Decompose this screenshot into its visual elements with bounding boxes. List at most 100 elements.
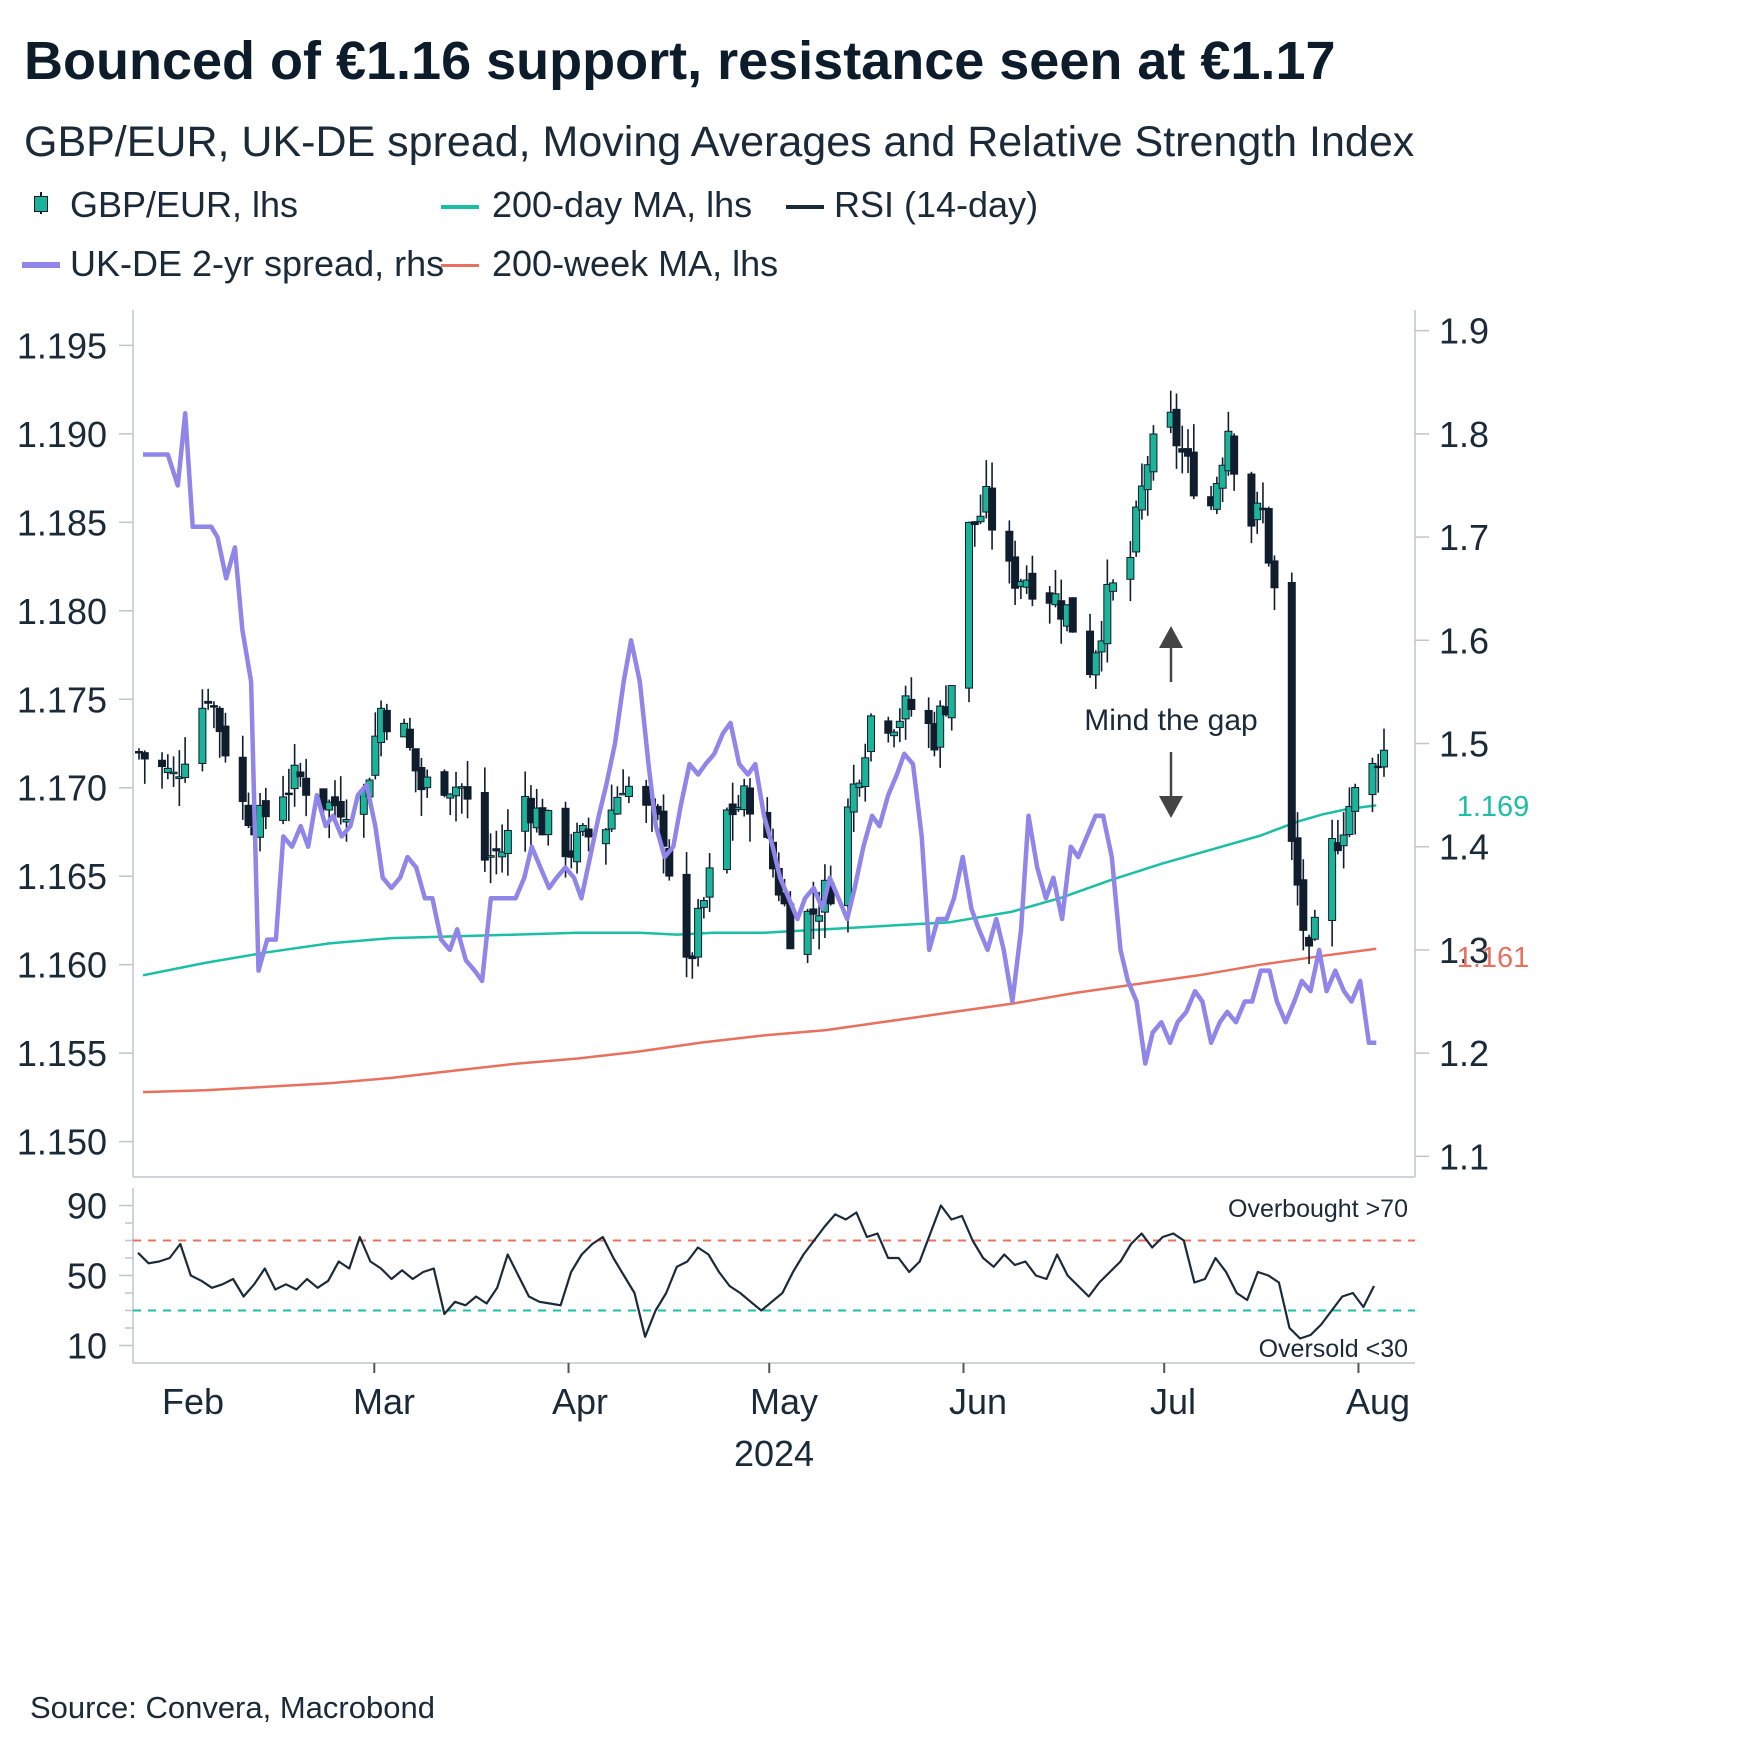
candle-body [705,867,714,898]
oversold-label: Oversold <30 [1259,1335,1408,1363]
candle-body [279,796,288,821]
candle-body [947,685,956,719]
candle-body [1305,936,1314,947]
candle-body [1132,506,1141,553]
candle-body [578,824,587,832]
candle-body [1328,838,1337,921]
candle-body [722,809,731,871]
left-tick-label: 1.155 [17,1033,107,1074]
candle-body [1005,530,1014,562]
candle-body [1299,879,1308,931]
candle-body [209,705,218,708]
candle-body [492,848,501,852]
x-tick-label: Jun [949,1381,1007,1422]
candle-body [1011,556,1020,589]
candle-body [607,809,616,830]
legend-spread-line [22,262,60,268]
candle-body [907,698,916,710]
candle-body [1137,485,1146,511]
x-tick-label: May [750,1381,818,1422]
spread-layer [143,410,1377,1066]
candle-body [463,786,472,800]
candle-body [1351,787,1360,812]
candle-body [238,756,247,802]
candle-body [1345,806,1354,835]
candle-body [1253,502,1262,521]
candle-body [423,776,432,789]
x-tick-label: Feb [162,1381,224,1422]
candle-body [1051,593,1060,606]
source-note: Source: Convera, Macrobond [30,1690,435,1725]
candle-body [867,715,876,753]
candle-body [1287,582,1296,842]
chart-subtitle: GBP/EUR, UK-DE spread, Moving Averages a… [24,118,1415,166]
ma200w-line [142,947,1377,1094]
candle-body [1068,597,1077,633]
candle-body [1109,582,1118,592]
gap-arrow-down-head [1159,796,1183,818]
rsi-layer: Overbought >70 Oversold <30 [133,1195,1415,1363]
candle-body [1097,640,1106,653]
left-tick-label: 1.160 [17,945,107,986]
candle-body [440,771,449,796]
axes-layer: 1.1501.1551.1601.1651.1701.1751.1801.185… [17,310,1489,1474]
candle-body [924,709,933,725]
candle-body [1310,916,1319,940]
candle-body [1143,464,1152,491]
candle-body [642,785,651,806]
candle-body [169,771,178,775]
candle-body [215,707,224,733]
candle-body [411,748,420,772]
candle-body [284,792,293,796]
candle-body [1172,408,1181,447]
left-tick-label: 1.180 [17,591,107,632]
candle-body [498,851,507,858]
gap-label: Mind the gap [1084,704,1257,737]
candle-body [1380,749,1388,768]
ma200d-line [142,804,1377,977]
candles-layer [135,390,1388,979]
candle-body [296,771,305,778]
candle-body [849,783,858,813]
x-tick-label: Apr [552,1381,608,1422]
legend-candle-icon [34,192,48,214]
candle-body [480,792,489,861]
candle-body [584,828,593,838]
right-tick-label: 1.4 [1439,827,1489,868]
candle-body [261,800,270,818]
candle-body [976,515,985,523]
legend-gbpeur: GBP/EUR, lhs [70,184,299,225]
candle-body [342,819,351,823]
candle-body [699,900,708,908]
annotations-layer: Mind the gap 1.169 1.161 [1084,626,1529,974]
candle-body [1264,508,1273,564]
candle-body [970,521,979,526]
legend-spread: UK-DE 2-yr spread, rhs [70,243,445,284]
candle-body [936,705,945,748]
candle-body [1247,473,1256,527]
chart-title: Bounced of €1.16 support, resistance see… [24,31,1336,91]
candle-body [1126,557,1135,580]
candle-body [1091,652,1100,676]
candle-body [198,707,207,764]
candle-body [163,767,172,774]
right-tick-label: 1.9 [1439,311,1489,352]
legend-ma200d-line [441,205,479,209]
right-tick-label: 1.2 [1439,1033,1489,1074]
rsi-tick-label: 50 [67,1256,107,1297]
candle-body [890,731,899,737]
candle-body [544,810,553,836]
candle-body [624,785,633,798]
left-tick-label: 1.190 [17,414,107,455]
candle-body [1368,762,1377,796]
candle-body [613,796,622,815]
rsi-tick-label: 10 [67,1326,107,1367]
candle-body [1218,464,1227,489]
candle-body [244,804,253,826]
x-tick-label: Mar [353,1381,415,1422]
spread-line [143,410,1377,1066]
candle-body [965,521,973,689]
rsi-tick-label: 90 [67,1186,107,1227]
right-tick-label: 1.1 [1439,1136,1489,1177]
